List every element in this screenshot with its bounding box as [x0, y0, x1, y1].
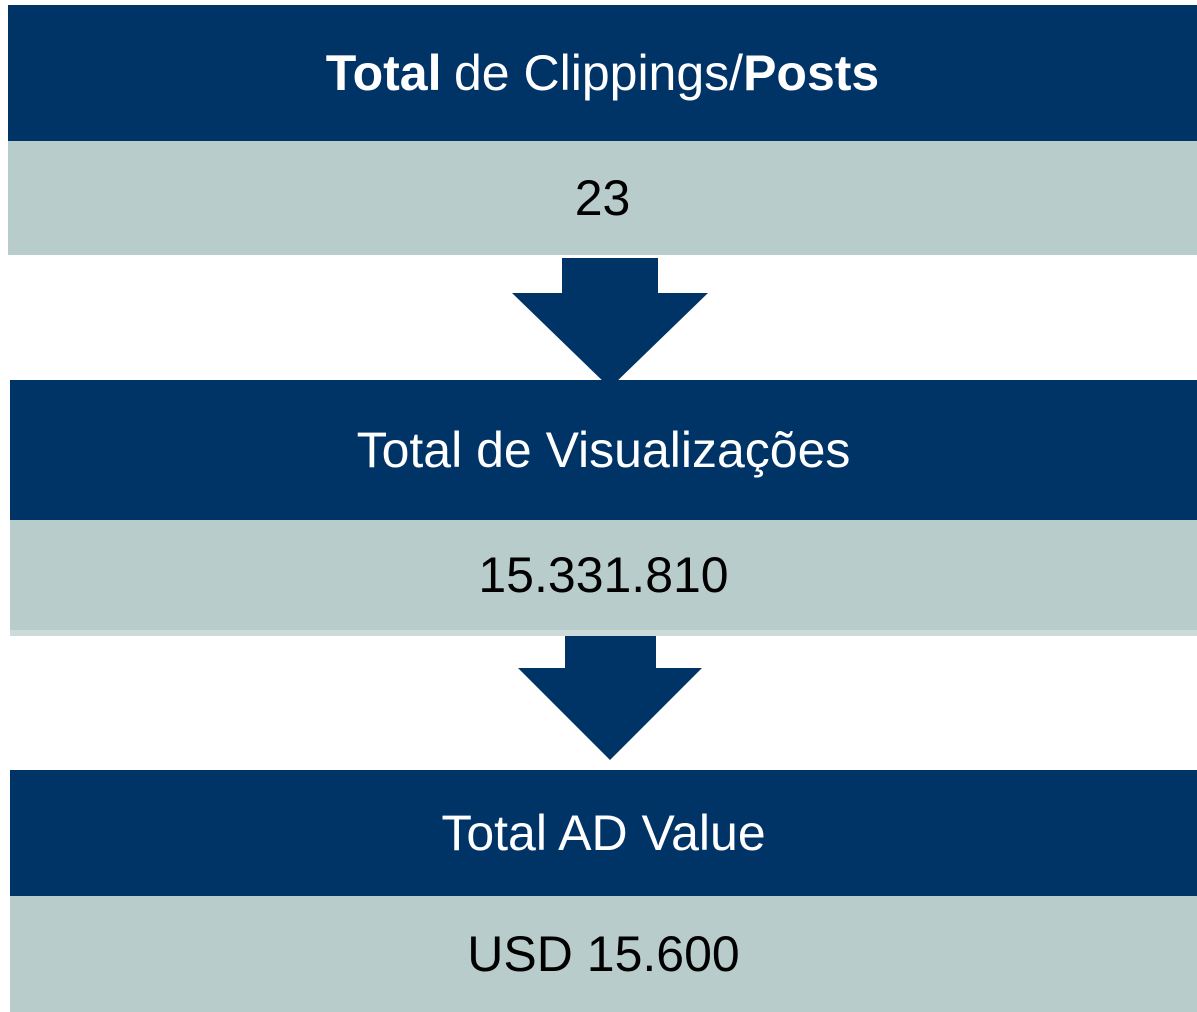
block-value: 23 [8, 141, 1197, 255]
header-text: Posts [743, 45, 880, 101]
header-text: Total AD Value [441, 805, 766, 861]
block-value: USD 15.600 [10, 896, 1197, 1012]
header-text: Total de Visualizações [356, 422, 851, 478]
header-text: Total [325, 45, 442, 101]
block-header: Total de Visualizações [10, 380, 1197, 520]
down-arrow [518, 630, 702, 760]
block-value: 15.331.810 [10, 520, 1197, 636]
down-arrow [512, 258, 708, 388]
header-text: de Clippings/ [454, 45, 744, 101]
block-header: Total de Clippings/Posts [8, 5, 1197, 141]
block-header: Total AD Value [10, 770, 1197, 896]
